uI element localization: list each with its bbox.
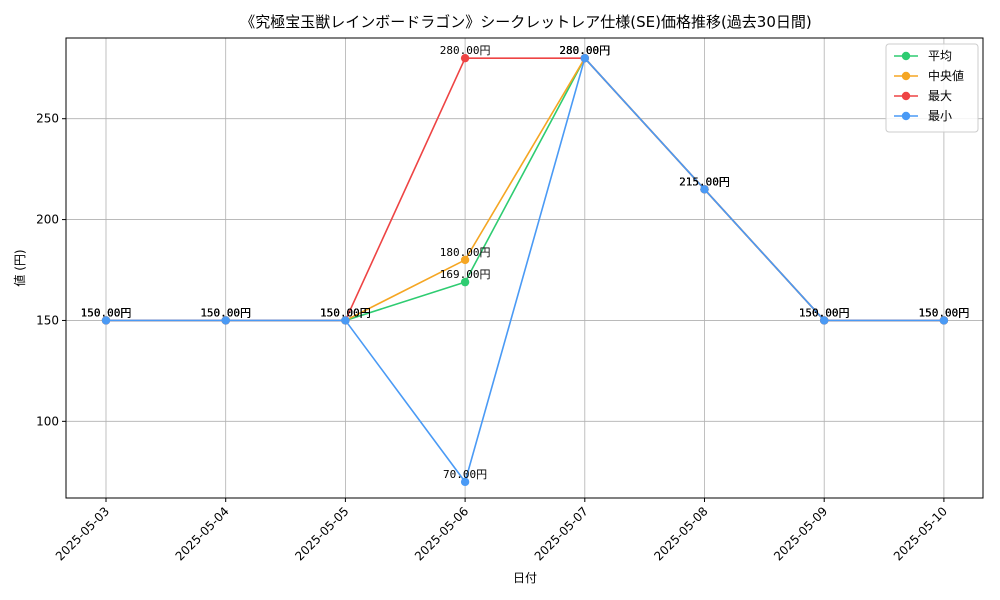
legend-marker-平均	[901, 51, 911, 61]
data-point-最小	[939, 316, 949, 325]
legend-marker-最小	[901, 111, 911, 121]
legend-label-中央値: 中央値	[928, 68, 964, 83]
data-label-中央値: 150.00円	[799, 306, 850, 319]
grid	[66, 38, 983, 498]
data-label-中央値: 215.00円	[679, 175, 730, 188]
data-label-平均: 169.00円	[440, 268, 491, 281]
series-line-中央値	[106, 57, 944, 322]
chart-title: 《究極宝玉獣レインボードラゴン》シークレットレア仕様(SE)価格推移(過去30日…	[240, 13, 812, 31]
series-line-最大	[106, 57, 944, 322]
data-label-最大: 280.00円	[440, 44, 491, 57]
data-label-平均: 150.00円	[200, 306, 251, 319]
data-point-平均	[460, 277, 470, 287]
series-line-最小	[106, 57, 944, 483]
data-point-最小	[101, 316, 111, 325]
data-label-平均: 215.00円	[679, 175, 730, 188]
series-line-平均	[106, 57, 944, 322]
data-label-中央値: 280.00円	[559, 44, 610, 57]
data-label-平均: 150.00円	[81, 306, 132, 319]
data-label-最小: 150.00円	[799, 306, 850, 319]
data-label-最大: 150.00円	[919, 306, 970, 319]
y-tick-label: 100	[36, 414, 59, 428]
data-label-最小: 150.00円	[320, 306, 371, 319]
x-tick-label: 2025-05-07	[532, 504, 591, 563]
y-axis-label: 値 (円)	[12, 249, 27, 286]
data-label-中央値: 150.00円	[320, 306, 371, 319]
legend-box	[885, 43, 979, 133]
y-tick-label: 200	[36, 213, 59, 227]
data-point-最小	[820, 316, 829, 325]
legend-label-最大: 最大	[928, 89, 952, 103]
legend-marker-最大	[901, 91, 911, 101]
data-label-最小: 150.00円	[200, 306, 251, 319]
data-point-最小	[341, 316, 350, 325]
data-labels: 150.00円 150.00円 150.00円 169.00円 280.00円 215.0…	[81, 44, 970, 481]
data-label-最大: 150.00円	[320, 306, 371, 319]
x-tick-label: 2025-05-04	[173, 504, 232, 563]
data-label-中央値: 150.00円	[200, 306, 251, 319]
legend-marker-中央値	[901, 71, 911, 81]
y-tick-label: 250	[36, 112, 59, 126]
data-point-最大	[460, 53, 470, 63]
data-point-中央値	[460, 255, 470, 265]
data-point-最小	[460, 477, 470, 487]
data-label-最小: 150.00円	[81, 306, 132, 319]
data-label-中央値: 150.00円	[919, 306, 970, 319]
x-axis: 2025-05-03 2025-05-04 2025-05-05 2025-05-06…	[53, 498, 950, 563]
y-tick-label: 150	[36, 313, 59, 327]
x-tick-label: 2025-05-10	[891, 504, 950, 563]
x-tick-label: 2025-05-06	[412, 504, 471, 563]
data-label-最大: 150.00円	[81, 306, 132, 319]
series-group	[101, 53, 949, 487]
legend-label-最小: 最小	[928, 109, 952, 123]
data-label-最小: 70.00円	[443, 468, 487, 481]
x-tick-label: 2025-05-09	[771, 504, 830, 563]
x-tick-label: 2025-05-03	[53, 504, 112, 563]
data-label-最小: 215.00円	[679, 175, 730, 188]
data-label-最小: 150.00円	[919, 306, 970, 319]
data-label-平均: 150.00円	[799, 306, 850, 319]
data-label-最大: 215.00円	[679, 175, 730, 188]
data-label-平均: 280.00円	[559, 44, 610, 57]
x-axis-label: 日付	[513, 571, 537, 585]
data-label-最大: 150.00円	[200, 306, 251, 319]
data-label-平均: 150.00円	[919, 306, 970, 319]
data-label-最大: 280.00円	[559, 44, 610, 57]
data-point-最小	[700, 185, 709, 194]
data-label-最小: 280.00円	[559, 44, 610, 57]
plot-area-frame	[65, 37, 984, 499]
y-axis: 100 150 200 250	[36, 112, 66, 428]
data-label-中央値: 150.00円	[81, 306, 132, 319]
data-label-平均: 150.00円	[320, 306, 371, 319]
x-tick-label: 2025-05-08	[651, 504, 710, 563]
x-tick-label: 2025-05-05	[292, 504, 351, 563]
data-label-中央値: 180.00円	[440, 246, 491, 259]
data-point-最小	[221, 316, 230, 325]
data-point-最小	[580, 53, 589, 63]
data-label-最大: 150.00円	[799, 306, 850, 319]
legend-label-平均: 平均	[928, 49, 952, 63]
